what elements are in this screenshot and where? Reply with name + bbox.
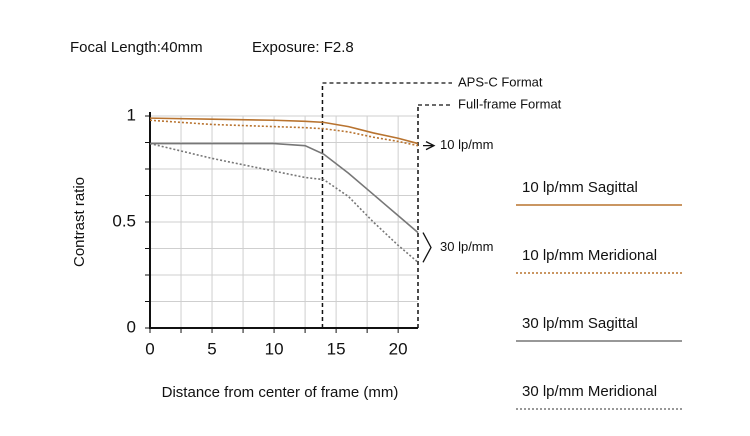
legend-label: 10 lp/mm Sagittal	[522, 179, 638, 196]
x-tick-label: 0	[145, 339, 154, 358]
series-line	[149, 142, 419, 263]
legend-label: 10 lp/mm Meridional	[522, 247, 657, 264]
y-axis-label: Contrast ratio	[71, 177, 88, 267]
x-axis-label: Distance from center of frame (mm)	[162, 384, 399, 401]
group-arrow	[423, 141, 436, 151]
group-label: 10 lp/mm	[440, 137, 493, 152]
format-label: APS-C Format	[458, 74, 543, 89]
group-brace	[422, 232, 432, 263]
series-line	[150, 142, 419, 234]
legend-label: 30 lp/mm Sagittal	[522, 315, 638, 332]
y-tick-label: 0.5	[112, 211, 136, 230]
y-tick-label: 0	[127, 317, 136, 336]
x-tick-label: 20	[389, 339, 408, 358]
y-tick-label: 1	[127, 105, 136, 124]
x-tick-label: 15	[327, 339, 346, 358]
series-line	[149, 119, 419, 147]
group-label: 30 lp/mm	[440, 239, 493, 254]
series-line	[149, 117, 419, 145]
legend-label: 30 lp/mm Meridional	[522, 383, 657, 400]
format-label: Full-frame Format	[458, 96, 562, 111]
x-tick-label: 5	[207, 339, 216, 358]
header-focal: Focal Length:40mm	[70, 39, 203, 56]
x-tick-label: 10	[265, 339, 284, 358]
header-exposure: Exposure: F2.8	[252, 39, 354, 56]
